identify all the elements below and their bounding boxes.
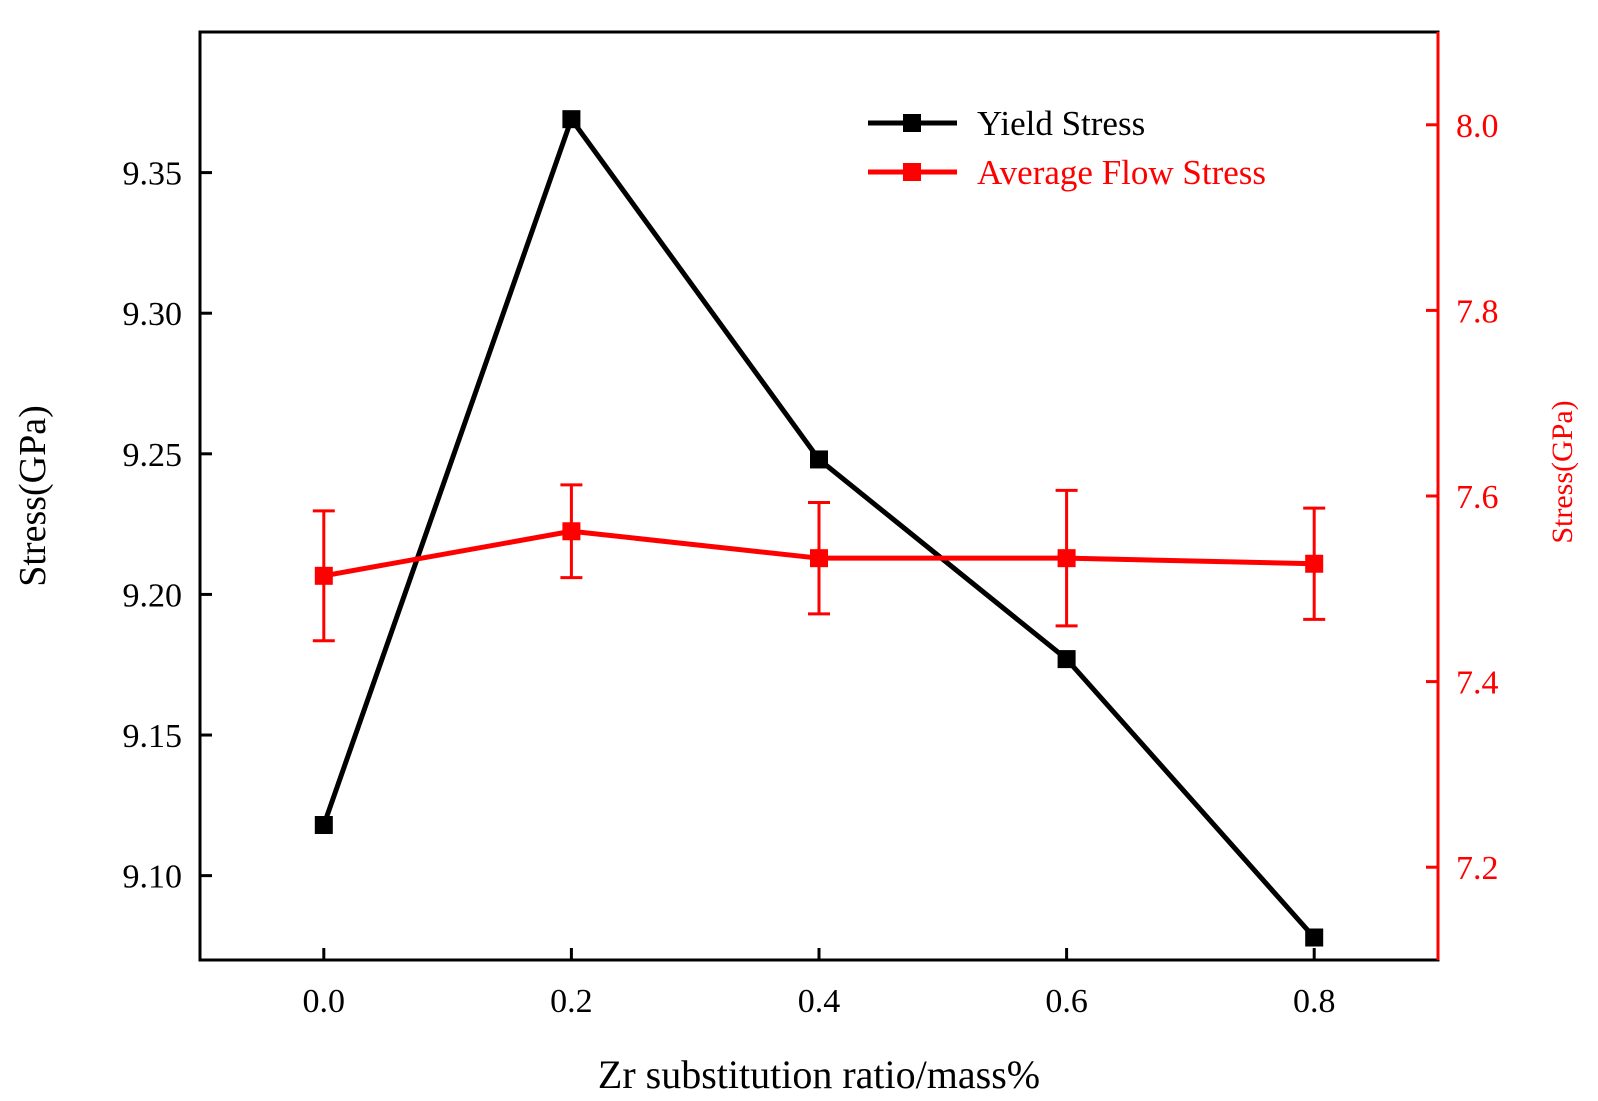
x-tick-label-1: 0.2 — [550, 983, 593, 1020]
x-tick-label-0: 0.0 — [303, 983, 346, 1020]
right-tick-label-2: 7.6 — [1456, 479, 1499, 516]
data-point-average-flow-stress-2 — [810, 549, 828, 568]
right-tick-label-3: 7.8 — [1456, 293, 1499, 330]
legend-label-flow: Average Flow Stress — [977, 153, 1266, 192]
data-point-yield-stress-3 — [1057, 650, 1076, 669]
x-tick-label-3: 0.6 — [1045, 983, 1088, 1020]
left-axis-ticks: 9.10 9.15 9.20 9.25 9.30 9.35 — [123, 156, 212, 896]
data-point-yield-stress-0 — [314, 816, 333, 835]
x-axis-ticks: 0.0 0.2 0.4 0.6 0.8 — [303, 948, 1336, 1020]
x-tick-label-2: 0.4 — [798, 983, 841, 1020]
left-tick-label-5: 9.35 — [123, 156, 183, 193]
left-tick-label-0: 9.10 — [123, 859, 183, 896]
data-point-yield-stress-2 — [810, 450, 828, 469]
right-tick-label-4: 8.0 — [1456, 108, 1499, 145]
right-axis-ticks: 7.2 7.4 7.6 7.8 8.0 — [1426, 108, 1499, 887]
right-axis-title: Stress(GPa) — [1546, 400, 1579, 543]
data-point-average-flow-stress-3 — [1057, 549, 1076, 568]
series-average-flow-stress — [312, 483, 1326, 643]
series-yield-stress — [314, 110, 1324, 947]
series-layer — [312, 110, 1326, 947]
left-tick-label-2: 9.20 — [123, 577, 183, 614]
left-axis-title: Stress(GPa) — [12, 405, 54, 587]
data-point-yield-stress-4 — [1305, 928, 1324, 947]
left-tick-label-1: 9.15 — [123, 718, 183, 755]
legend: Yield Stress Average Flow Stress — [868, 104, 1266, 192]
legend-marker-flow — [903, 163, 921, 181]
right-tick-label-0: 7.2 — [1456, 850, 1499, 887]
legend-label-yield: Yield Stress — [977, 104, 1145, 143]
data-point-yield-stress-1 — [562, 110, 581, 129]
legend-marker-yield — [903, 114, 921, 132]
right-tick-label-1: 7.4 — [1456, 665, 1499, 702]
left-tick-label-3: 9.25 — [123, 437, 183, 474]
data-point-average-flow-stress-4 — [1305, 554, 1324, 573]
x-axis-title: Zr substitution ratio/mass% — [598, 1052, 1040, 1097]
left-tick-label-4: 9.30 — [123, 296, 183, 333]
x-tick-label-4: 0.8 — [1293, 983, 1336, 1020]
data-point-average-flow-stress-0 — [314, 566, 333, 585]
data-point-average-flow-stress-1 — [562, 522, 581, 541]
